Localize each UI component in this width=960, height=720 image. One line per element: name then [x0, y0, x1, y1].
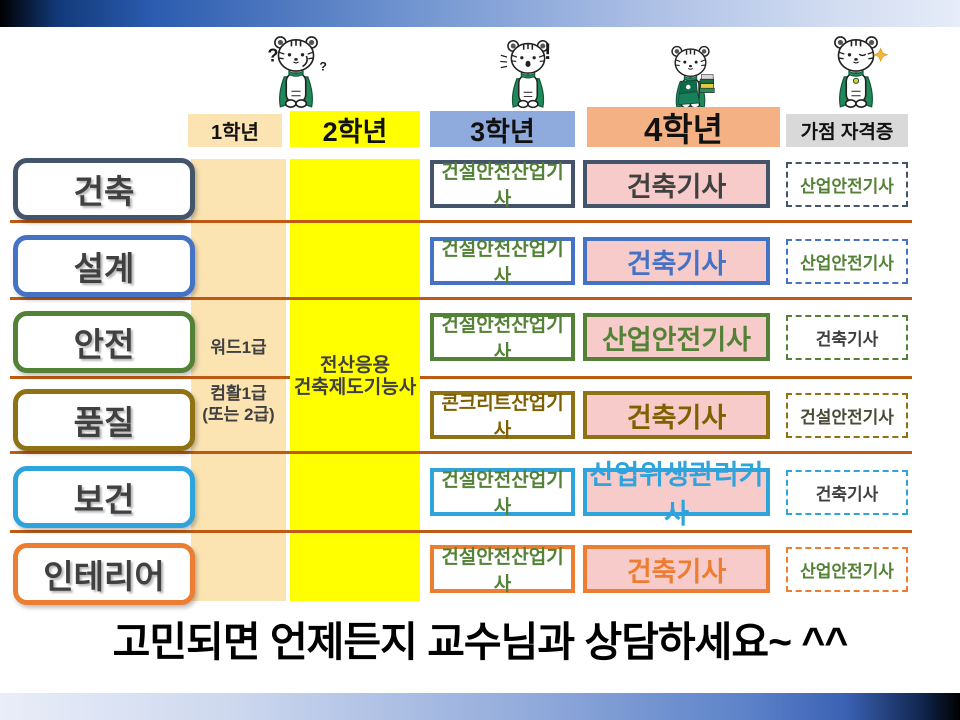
tiger-surprised-icon: ! [500, 39, 551, 109]
track-label: 품질 [13, 389, 195, 451]
column-header-bonus-certs: 가점 자격증 [786, 114, 908, 147]
track-label: 안전 [13, 311, 195, 373]
grade2-cert-cad: 전산응용 건축제도기능사 [293, 355, 417, 398]
cert-cell-grade4: 산업위생관리기사 [583, 460, 770, 529]
cert-cell-grade4: 산업안전기사 [583, 313, 770, 361]
top-gradient-bar [0, 0, 960, 27]
cert-cell-grade3: 건설안전산업기사 [430, 545, 575, 595]
cert-cell-grade3: 건설안전산업기사 [430, 160, 575, 210]
cert-cell-grade4: 건축기사 [583, 391, 770, 439]
row-divider [10, 220, 912, 223]
grade1-cert-computer: 컴활1급 (또는 2급) [202, 384, 275, 424]
column-header-grade4: 4학년 [587, 107, 780, 148]
cert-cell-grade4: 건축기사 [583, 237, 770, 285]
row-divider [10, 530, 912, 533]
footer-message: 고민되면 언제든지 교수님과 상담하세요~ ^^ [112, 619, 849, 665]
column-header-grade1: 1학년 [188, 114, 282, 147]
cert-cell-bonus: 건축기사 [786, 315, 908, 360]
cert-cell-bonus: 건설안전기사 [786, 393, 908, 438]
track-label: 인테리어 [13, 543, 195, 605]
cert-cell-bonus: 건축기사 [786, 470, 908, 515]
cert-cell-grade3: 건설안전산업기사 [430, 237, 575, 287]
column-header-grade3: 3학년 [430, 111, 575, 147]
svg-text:!: ! [544, 39, 551, 64]
cert-cell-grade4: 건축기사 [583, 545, 770, 593]
track-label: 설계 [13, 235, 195, 297]
grade1-column-background [191, 159, 286, 601]
tiger-studying-icon [671, 45, 715, 109]
row-divider [420, 376, 912, 379]
grade1-cert-word: 워드1급 [210, 337, 267, 357]
cert-cell-grade3: 건설안전산업기사 [430, 468, 575, 518]
cert-cell-bonus: 산업안전기사 [786, 162, 908, 207]
track-label: 보건 [13, 466, 195, 528]
cert-cell-grade4: 건축기사 [583, 160, 770, 208]
cert-cell-grade3: 건설안전산업기사 [430, 313, 575, 363]
row-divider [10, 376, 290, 379]
cert-cell-bonus: 산업안전기사 [786, 547, 908, 592]
column-header-grade2: 2학년 [290, 111, 420, 147]
svg-text:?: ? [267, 45, 278, 65]
tiger-thumbs-up-icon [834, 36, 889, 108]
row-divider [10, 297, 912, 300]
row-divider [10, 451, 912, 454]
cert-cell-bonus: 산업안전기사 [786, 239, 908, 284]
svg-text:?: ? [319, 59, 327, 73]
track-label: 건축 [13, 158, 195, 220]
grade2-column-background [290, 159, 420, 601]
tiger-thinking-icon: ? ? [267, 36, 327, 108]
bottom-gradient-bar [0, 693, 960, 720]
cert-cell-grade3: 콘크리트산업기사 [430, 391, 575, 441]
